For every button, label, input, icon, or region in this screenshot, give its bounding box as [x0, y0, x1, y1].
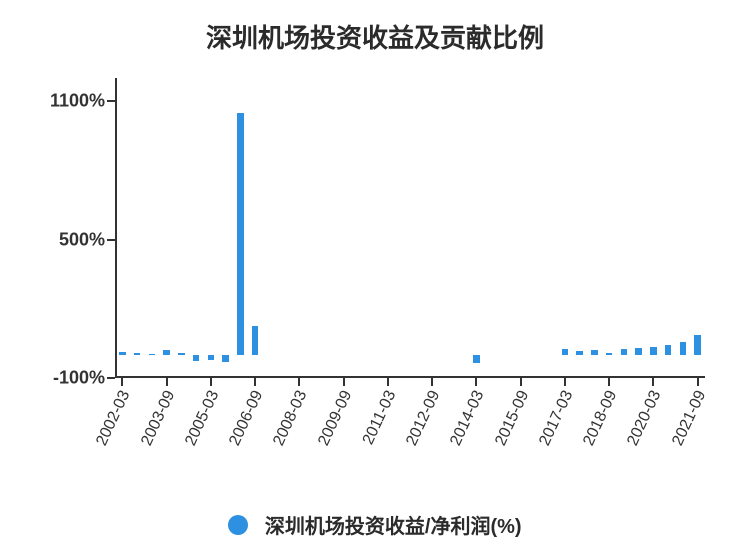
x-tick-label: 2006-09 — [226, 388, 267, 449]
x-tick-label: 2021-09 — [669, 388, 710, 449]
y-tick-label: 500% — [59, 229, 115, 250]
bar — [680, 342, 687, 355]
x-tick-label: 2011-03 — [360, 388, 401, 448]
x-tick-label: 2020-03 — [625, 388, 666, 449]
bar — [193, 355, 200, 361]
bar — [134, 353, 141, 355]
legend-marker — [228, 515, 248, 535]
bar — [562, 349, 569, 355]
bar — [665, 345, 672, 355]
chart-title: 深圳机场投资收益及贡献比例 — [0, 0, 750, 55]
bar — [178, 353, 185, 355]
y-tick-label: 1100% — [50, 91, 115, 112]
x-tick-label: 2008-03 — [271, 388, 312, 449]
plot-area: -100%500%1100%2002-032003-092005-032006-… — [115, 78, 705, 378]
bar — [606, 353, 613, 355]
x-tick-label: 2017-03 — [536, 388, 577, 449]
bar — [694, 335, 701, 355]
legend-label: 深圳机场投资收益/净利润(%) — [265, 516, 522, 538]
bar — [149, 354, 156, 355]
bar — [252, 326, 259, 355]
y-axis — [115, 78, 117, 378]
bar — [621, 349, 628, 355]
x-tick-label: 2003-09 — [138, 388, 179, 449]
x-tick-label: 2009-09 — [315, 388, 356, 449]
x-tick-label: 2012-09 — [403, 388, 444, 449]
x-tick-label: 2018-09 — [580, 388, 621, 449]
x-tick-label: 2002-03 — [94, 388, 135, 449]
bar — [208, 355, 215, 360]
x-tick-label: 2005-03 — [182, 388, 223, 449]
bar — [650, 347, 657, 355]
chart-container: 深圳机场投资收益及贡献比例 -100%500%1100%2002-032003-… — [0, 0, 750, 558]
x-tick-label: 2014-03 — [448, 388, 489, 449]
bar — [163, 350, 170, 355]
bar — [237, 113, 244, 355]
y-tick-label: -100% — [53, 368, 115, 389]
legend: 深圳机场投资收益/净利润(%) — [0, 510, 750, 539]
bar — [576, 351, 583, 354]
bar — [473, 355, 480, 363]
x-tick-label: 2015-09 — [492, 388, 533, 449]
bar — [119, 352, 126, 355]
bar — [222, 355, 229, 362]
x-axis — [115, 376, 705, 378]
bar — [635, 348, 642, 355]
bar — [591, 350, 598, 355]
